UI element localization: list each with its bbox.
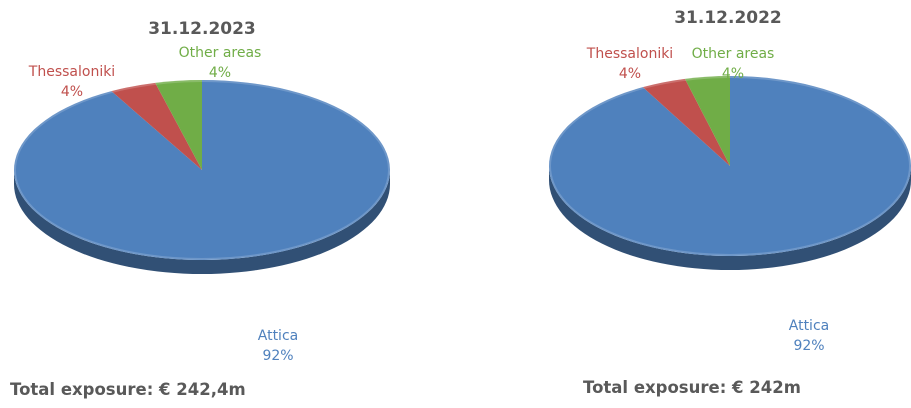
data-label-category: Thessaloniki [28,64,115,80]
data-label-category: Attica [789,318,829,334]
pie-slice-other-areas [684,76,730,166]
pie-chart-2023: 31.12.2023 Attica 92% Thessaloniki 4% Other a… [10,19,391,399]
pie-slice-side-attica [549,166,911,270]
data-label-value: 92% [262,348,293,364]
total-exposure-caption: Total exposure: € 242m [583,378,801,397]
data-label-value: 4% [209,65,231,81]
pie-slice-thessaloniki [642,78,730,166]
data-label-category: Other areas [179,45,262,61]
pie-slice-attica [549,76,911,256]
pie-chart-2022: 31.12.2022 Attica 92% Thessaloniki 4% Other a… [549,8,911,397]
pie-slice-thessaloniki [111,82,202,170]
pie-rim-highlight [549,76,911,256]
data-label-category: Attica [258,328,298,344]
chart-title: 31.12.2023 [148,19,256,39]
data-label-category: Other areas [692,46,775,62]
pie-slice-other-areas [155,80,202,170]
pie-slice-side-attica [14,170,390,274]
data-label-value: 4% [619,66,641,82]
total-exposure-caption: Total exposure: € 242,4m [10,380,246,399]
pie-rim-highlight [14,80,390,260]
chart-title: 31.12.2022 [674,8,782,28]
data-label-category: Thessaloniki [586,46,673,62]
data-label-value: 92% [793,338,824,354]
data-label-value: 4% [61,84,83,100]
data-label-value: 4% [722,66,744,82]
